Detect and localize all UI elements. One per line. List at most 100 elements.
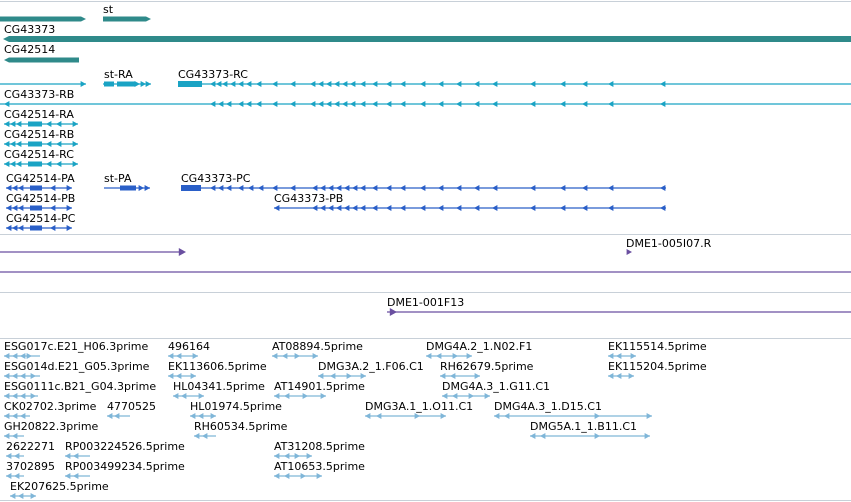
est-label[interactable]: ESG017c.E21_H06.3prime [4, 340, 149, 353]
strand-arrow-left[interactable] [12, 413, 18, 419]
strand-arrow-right[interactable] [178, 248, 186, 256]
strand-arrow-left[interactable] [326, 101, 332, 107]
strand-arrow-left[interactable] [6, 185, 12, 191]
strand-arrow-left[interactable] [492, 185, 498, 191]
est-label[interactable]: AT31208.5prime [274, 440, 365, 453]
strand-arrow-right[interactable] [140, 81, 146, 87]
strand-arrow-left[interactable] [282, 353, 288, 359]
strand-arrow-right[interactable] [192, 353, 198, 359]
exon-block[interactable] [28, 161, 42, 167]
strand-arrow-left[interactable] [272, 353, 278, 359]
strand-arrow-left[interactable] [210, 101, 216, 107]
strand-arrow-left[interactable] [560, 205, 566, 211]
est-label[interactable]: GH20822.3prime [4, 420, 99, 433]
strand-arrow-left[interactable] [350, 81, 356, 87]
strand-arrow-left[interactable] [4, 121, 10, 127]
strand-arrow-left[interactable] [12, 205, 18, 211]
strand-arrow-right[interactable] [320, 393, 326, 399]
strand-arrow-left[interactable] [4, 373, 10, 379]
strand-arrow-left[interactable] [334, 81, 340, 87]
est-label[interactable]: HL01974.5prime [190, 400, 282, 413]
strand-arrow-left[interactable] [210, 185, 216, 191]
strand-arrow-left[interactable] [438, 101, 444, 107]
strand-arrow-left[interactable] [582, 205, 588, 211]
strand-arrow-left[interactable] [386, 185, 392, 191]
strand-arrow-left[interactable] [344, 205, 350, 211]
strand-arrow-right[interactable] [294, 353, 300, 359]
strand-arrow-left[interactable] [46, 141, 52, 147]
strand-arrow-left[interactable] [168, 353, 174, 359]
est-label[interactable]: EK207625.5prime [10, 480, 109, 493]
strand-arrow-left[interactable] [420, 185, 426, 191]
strand-arrow-left[interactable] [290, 101, 296, 107]
exon-block[interactable] [104, 81, 114, 87]
est-label[interactable]: EK113606.5prime [168, 360, 267, 373]
strand-arrow-left[interactable] [50, 225, 56, 231]
est-label[interactable]: DMG5A.1_1.B11.C1 [530, 420, 638, 433]
strand-arrow-right[interactable] [72, 141, 78, 147]
est-label[interactable]: DMG4A.3_1.D15.C1 [494, 400, 602, 413]
strand-arrow-left[interactable] [400, 185, 406, 191]
strand-arrow-left[interactable] [350, 101, 356, 107]
exon-block[interactable] [181, 185, 201, 191]
strand-arrow-left[interactable] [342, 81, 348, 87]
strand-arrow-left[interactable] [290, 185, 296, 191]
strand-arrow-left[interactable] [616, 353, 622, 359]
strand-arrow-right[interactable] [300, 473, 306, 479]
est-label[interactable]: RH62679.5prime [440, 360, 534, 373]
strand-arrow-left[interactable] [4, 101, 10, 107]
gene-label[interactable]: CG43373 [4, 23, 56, 36]
strand-arrow-left[interactable] [73, 453, 79, 459]
strand-arrow-left[interactable] [50, 205, 56, 211]
strand-arrow-left[interactable] [660, 205, 666, 211]
transcript-label[interactable]: CG42514-RB [4, 128, 75, 141]
strand-arrow-left[interactable] [318, 373, 324, 379]
strand-arrow-left[interactable] [438, 81, 444, 87]
strand-arrow-left[interactable] [248, 185, 254, 191]
strand-arrow-left[interactable] [20, 413, 26, 419]
strand-arrow-left[interactable] [560, 81, 566, 87]
strand-arrow-left[interactable] [342, 101, 348, 107]
strand-arrow-left[interactable] [540, 433, 546, 439]
strand-arrow-right[interactable] [190, 373, 196, 379]
strand-arrow-left[interactable] [310, 101, 316, 107]
feature-bar[interactable] [4, 57, 79, 63]
strand-arrow-left[interactable] [530, 185, 536, 191]
strand-arrow-left[interactable] [226, 185, 232, 191]
strand-arrow-left[interactable] [474, 101, 480, 107]
strand-arrow-left[interactable] [16, 141, 22, 147]
strand-arrow-left[interactable] [16, 121, 22, 127]
strand-arrow-left[interactable] [372, 81, 378, 87]
strand-arrow-left[interactable] [181, 393, 187, 399]
strand-arrow-left[interactable] [18, 493, 24, 499]
strand-arrow-left[interactable] [320, 205, 326, 211]
strand-arrow-left[interactable] [400, 101, 406, 107]
strand-arrow-right[interactable] [316, 473, 322, 479]
strand-arrow-left[interactable] [360, 101, 366, 107]
strand-arrow-left[interactable] [56, 161, 62, 167]
strand-arrow-left[interactable] [530, 205, 536, 211]
strand-arrow-left[interactable] [560, 185, 566, 191]
strand-arrow-right[interactable] [138, 185, 144, 191]
strand-arrow-right[interactable] [66, 185, 72, 191]
strand-arrow-left[interactable] [238, 81, 244, 87]
exon-block[interactable] [30, 225, 42, 231]
strand-arrow-left[interactable] [20, 353, 26, 359]
strand-arrow-left[interactable] [18, 205, 24, 211]
strand-arrow-left[interactable] [6, 205, 12, 211]
est-label[interactable]: CK02702.3prime [4, 400, 97, 413]
strand-arrow-left[interactable] [222, 81, 228, 87]
strand-arrow-left[interactable] [608, 373, 614, 379]
est-label[interactable]: ESG014d.E21_G05.3prime [4, 360, 150, 373]
exon-block[interactable] [30, 185, 42, 191]
strand-arrow-left[interactable] [73, 473, 79, 479]
strand-arrow-left[interactable] [334, 101, 340, 107]
strand-arrow-left[interactable] [660, 185, 666, 191]
strand-arrow-left[interactable] [12, 225, 18, 231]
strand-arrow-left[interactable] [386, 205, 392, 211]
strand-arrow-left[interactable] [6, 453, 12, 459]
strand-arrow-left[interactable] [352, 205, 358, 211]
strand-arrow-left[interactable] [4, 161, 10, 167]
strand-arrow-left[interactable] [372, 101, 378, 107]
strand-arrow-left[interactable] [20, 393, 26, 399]
